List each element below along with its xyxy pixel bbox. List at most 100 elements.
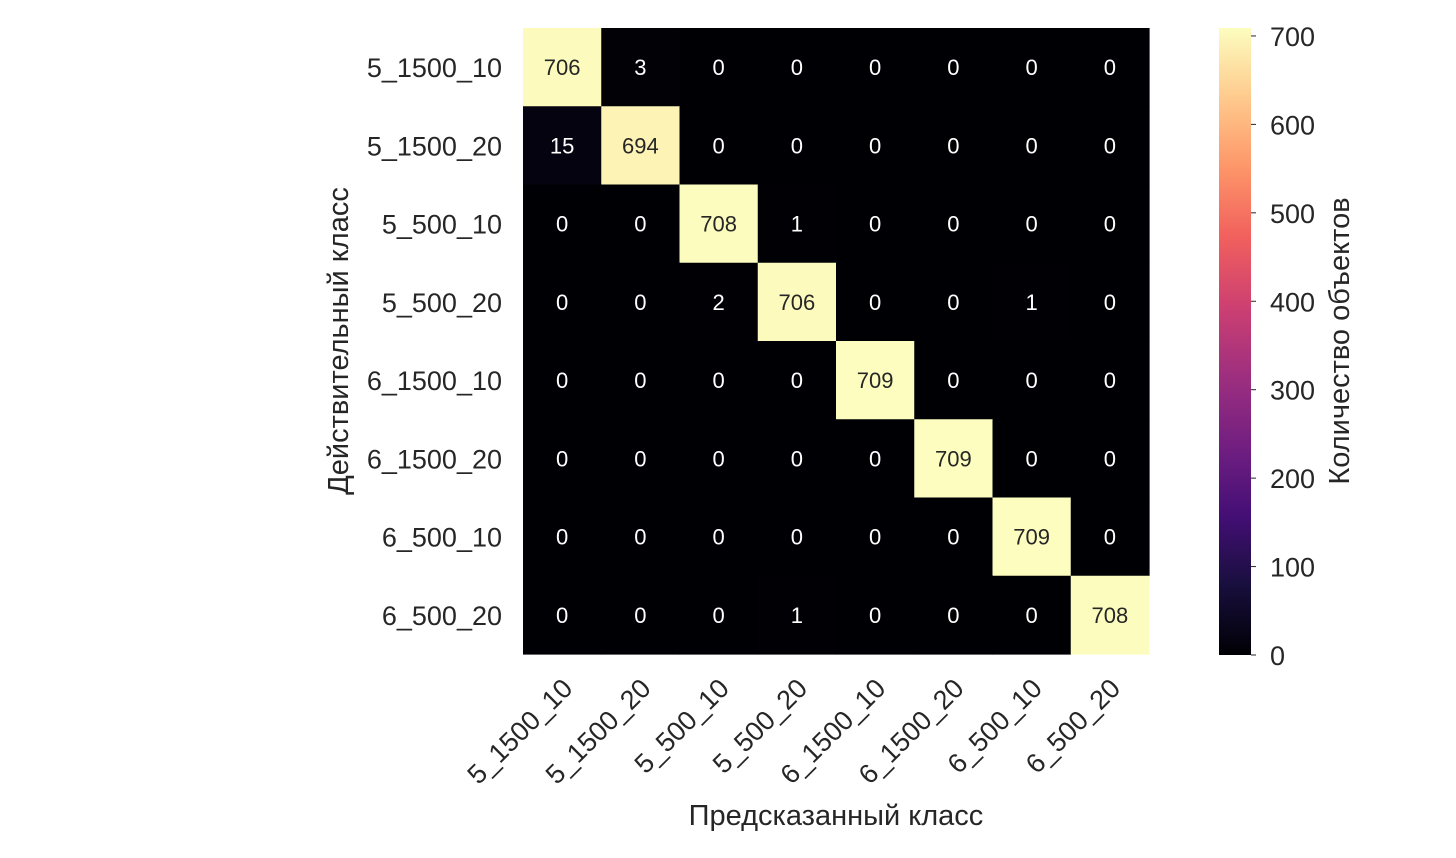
cell-value-label: 0: [713, 446, 725, 471]
heatmap-cell: [523, 28, 602, 107]
cell-value-label: 0: [947, 212, 959, 237]
heatmap-cell: [523, 106, 602, 186]
heatmap-cell: [914, 106, 994, 186]
cell-value-label: 0: [869, 133, 881, 158]
cell-value-label: 0: [947, 55, 959, 80]
colorbar-tick-label: 500: [1270, 199, 1315, 229]
heatmap-cell: [1070, 28, 1150, 107]
cell-value-label: 0: [791, 446, 803, 471]
cell-value-label: 0: [634, 368, 646, 393]
heatmap-cell: [679, 497, 759, 577]
heatmap-cell: [914, 184, 994, 264]
cell-value-label: 0: [634, 212, 646, 237]
cell-value-label: 0: [713, 55, 725, 80]
colorbar-tick-label: 600: [1270, 110, 1315, 140]
heatmap-cell: [836, 262, 915, 342]
heatmap-cell: [1070, 106, 1150, 186]
y-tick-label: 6_500_10: [382, 523, 502, 553]
heatmap-cell: [1070, 419, 1150, 499]
heatmap-cell: [836, 106, 915, 186]
heatmap-cell: [914, 575, 994, 655]
cell-value-label: 0: [556, 290, 568, 315]
heatmap-cell: [992, 341, 1072, 420]
heatmap-cell: [679, 419, 759, 499]
cell-value-label: 0: [869, 603, 881, 628]
cell-value-label: 0: [1026, 603, 1038, 628]
heatmap-cell: [601, 575, 681, 655]
heatmap-cell: [1070, 341, 1150, 420]
cell-value-label: 0: [869, 446, 881, 471]
cell-value-label: 0: [713, 133, 725, 158]
colorbar-label: Количество объектов: [1324, 197, 1356, 484]
cell-value-label: 0: [634, 446, 646, 471]
heatmap-cell: [523, 575, 602, 655]
cell-value-label: 709: [857, 368, 894, 393]
heatmap-cell: [679, 28, 759, 107]
cell-value-label: 0: [947, 368, 959, 393]
cell-value-label: 709: [935, 446, 972, 471]
cell-value-label: 0: [791, 525, 803, 550]
cell-value-labels: 706 3 0 0 0 0 0 0 15 694 0 0 0 0 0 0 0 0 708 1 0 0 0 0 0 0 2 706 0 0 1…: [544, 55, 1128, 628]
heatmap-cell: [757, 419, 837, 499]
heatmap-cell: [757, 575, 837, 655]
cell-value-label: 15: [550, 133, 574, 158]
cell-value-label: 708: [700, 212, 737, 237]
colorbar-tick-label: 700: [1270, 22, 1315, 52]
cell-value-label: 0: [1026, 446, 1038, 471]
heatmap-cell: [679, 184, 759, 264]
colorbar-tick-label: 200: [1270, 464, 1315, 494]
heatmap-cell: [914, 341, 994, 420]
cell-value-label: 0: [556, 446, 568, 471]
heatmap-cell: [836, 497, 915, 577]
cell-value-label: 0: [947, 290, 959, 315]
heatmap-cell: [992, 419, 1072, 499]
heatmap-cell: [992, 106, 1072, 186]
cell-value-label: 0: [634, 603, 646, 628]
cell-value-label: 0: [1104, 446, 1116, 471]
y-axis-label: Действительный класс: [323, 187, 355, 495]
heatmap-cell: [601, 341, 681, 420]
heatmap-cell: [601, 497, 681, 577]
heatmap-cell: [992, 575, 1072, 655]
cell-value-label: 0: [713, 525, 725, 550]
cell-value-label: 0: [869, 525, 881, 550]
heatmap-cells: [523, 28, 1150, 655]
heatmap-cell: [601, 184, 681, 264]
cell-value-label: 0: [791, 368, 803, 393]
cell-value-label: 0: [1026, 212, 1038, 237]
heatmap-cell: [679, 341, 759, 420]
cell-value-label: 0: [1104, 133, 1116, 158]
x-tick-labels: 5_1500_105_1500_205_500_105_500_206_1500…: [462, 673, 1127, 790]
heatmap-cell: [914, 497, 994, 577]
cell-value-label: 0: [713, 603, 725, 628]
y-tick-label: 6_1500_20: [367, 444, 502, 474]
cell-value-label: 708: [1092, 603, 1129, 628]
colorbar-tick-label: 100: [1270, 553, 1315, 583]
heatmap-cell: [601, 28, 681, 107]
cell-value-label: 0: [1104, 525, 1116, 550]
cell-value-label: 0: [1104, 368, 1116, 393]
cell-value-label: 0: [634, 525, 646, 550]
heatmap-cell: [679, 575, 759, 655]
heatmap-cell: [914, 419, 994, 499]
heatmap-cell: [914, 28, 994, 107]
cell-value-label: 0: [556, 368, 568, 393]
cell-value-label: 0: [1104, 212, 1116, 237]
heatmap-cell: [836, 184, 915, 264]
cell-value-label: 0: [634, 290, 646, 315]
heatmap-cell: [601, 419, 681, 499]
cell-value-label: 0: [1104, 290, 1116, 315]
cell-value-label: 0: [869, 290, 881, 315]
cell-value-label: 2: [713, 290, 725, 315]
colorbar-tick-label: 0: [1270, 641, 1285, 671]
colorbar: [1219, 28, 1251, 655]
y-tick-label: 5_500_20: [382, 288, 502, 318]
heatmap-cell: [992, 28, 1072, 107]
cell-value-label: 0: [1104, 55, 1116, 80]
heatmap-cell: [836, 341, 915, 420]
heatmap-cell: [601, 262, 681, 342]
heatmap-cell: [1070, 184, 1150, 264]
colorbar-tick-label: 300: [1270, 376, 1315, 406]
heatmap-cell: [757, 497, 837, 577]
